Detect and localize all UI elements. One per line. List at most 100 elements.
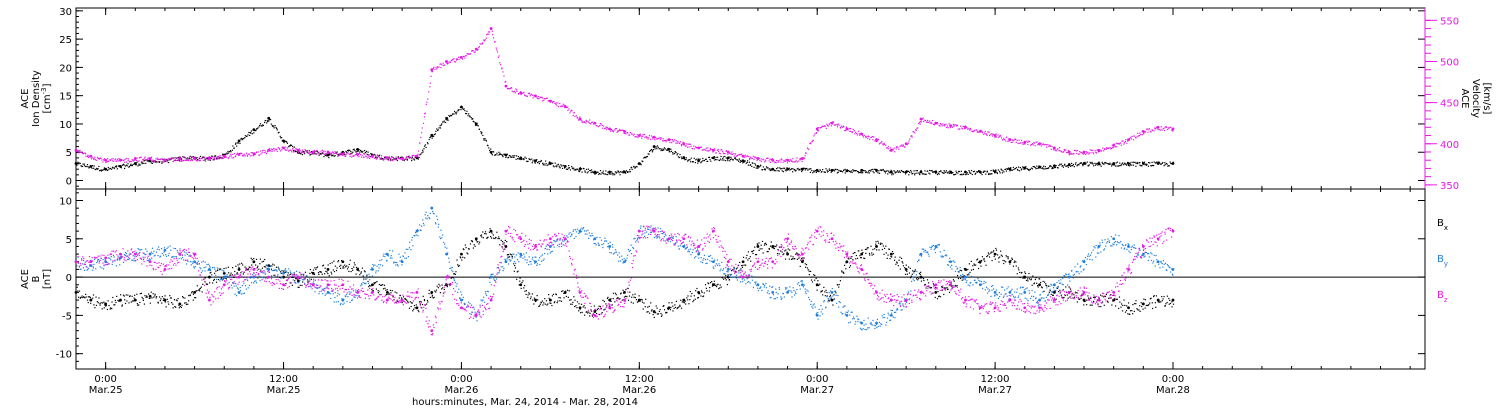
scatter-dot xyxy=(409,156,411,158)
scatter-dot xyxy=(381,158,384,160)
scatter-dot xyxy=(261,152,263,154)
scatter-dot xyxy=(443,121,445,123)
scatter-dot xyxy=(201,157,203,159)
scatter-dot xyxy=(625,170,628,172)
scatter-dot xyxy=(271,148,273,150)
scatter-dot xyxy=(639,134,641,136)
scatter-dot xyxy=(791,161,794,163)
scatter-dot xyxy=(327,287,329,289)
scatter-dot xyxy=(1172,161,1174,163)
scatter-dot xyxy=(955,285,957,287)
scatter-dot xyxy=(735,158,737,160)
scatter-dot xyxy=(934,286,937,288)
scatter-dot xyxy=(341,298,343,300)
scatter-dot xyxy=(660,312,662,315)
scatter-dot xyxy=(396,159,399,162)
scatter-dot xyxy=(274,274,276,276)
scatter-dot xyxy=(1023,275,1025,277)
scatter-dot xyxy=(420,300,422,303)
scatter-dot xyxy=(625,133,627,135)
scatter-dot xyxy=(285,271,287,273)
scatter-dot xyxy=(221,278,223,281)
scatter-dot xyxy=(712,157,714,159)
scatter-dot xyxy=(1038,165,1040,167)
scatter-dot xyxy=(373,283,376,285)
scatter-dot xyxy=(796,168,798,170)
scatter-dot xyxy=(1048,167,1050,169)
scatter-dot xyxy=(700,162,702,164)
scatter-dot xyxy=(138,248,140,251)
scatter-dot xyxy=(1098,297,1100,299)
scatter-dot xyxy=(811,276,813,278)
scatter-dot xyxy=(1081,295,1083,297)
scatter-dot xyxy=(987,131,989,133)
scatter-dot xyxy=(146,295,148,297)
scatter-dot xyxy=(551,304,553,307)
scatter-dot xyxy=(257,265,259,267)
scatter-dot xyxy=(959,128,961,130)
scatter-dot xyxy=(933,124,935,126)
scatter-dot xyxy=(130,301,132,303)
scatter-dot xyxy=(97,259,99,261)
scatter-dot xyxy=(1017,267,1019,269)
scatter-dot xyxy=(863,134,865,136)
scatter-dot xyxy=(1138,309,1140,311)
scatter-dot xyxy=(936,121,939,124)
scatter-dot xyxy=(117,299,119,301)
scatter-dot xyxy=(920,280,923,282)
scatter-dot xyxy=(1083,162,1085,164)
scatter-dot xyxy=(1039,167,1041,169)
scatter-dot xyxy=(666,311,668,314)
scatter-dot xyxy=(537,97,539,100)
scatter-dot xyxy=(636,134,638,136)
scatter-dot xyxy=(250,152,252,154)
scatter-dot xyxy=(916,277,918,279)
scatter-dot xyxy=(630,301,632,303)
scatter-dot xyxy=(262,149,264,151)
scatter-dot xyxy=(900,257,903,260)
scatter-dot xyxy=(941,125,943,127)
scatter-dot xyxy=(210,271,212,273)
scatter-dot xyxy=(963,125,965,128)
scatter-dot xyxy=(927,286,929,288)
scatter-dot xyxy=(1098,161,1100,163)
scatter-dot xyxy=(906,270,908,272)
scatter-dot xyxy=(689,290,691,293)
scatter-dot xyxy=(1081,163,1084,165)
scatter-dot xyxy=(80,165,82,167)
scatter-dot xyxy=(888,248,890,250)
scatter-dot xyxy=(212,276,214,278)
scatter-dot xyxy=(792,168,794,170)
scatter-dot xyxy=(917,279,919,281)
scatter-dot xyxy=(1076,165,1078,167)
scatter-dot xyxy=(276,150,278,152)
scatter-dot xyxy=(857,171,859,173)
scatter-dot xyxy=(1024,166,1026,168)
scatter-dot xyxy=(450,114,452,117)
scatter-dot xyxy=(475,48,477,50)
scatter-dot xyxy=(413,304,416,307)
scatter-dot xyxy=(727,153,729,155)
scatter-dot xyxy=(852,169,854,171)
scatter-dot xyxy=(557,163,559,165)
scatter-dot xyxy=(186,158,188,160)
scatter-dot xyxy=(432,135,434,138)
scatter-dot xyxy=(130,161,132,163)
scatter-dot xyxy=(530,93,533,95)
scatter-dot xyxy=(98,260,100,262)
scatter-dot xyxy=(355,266,358,269)
scatter-dot xyxy=(533,95,535,97)
scatter-dot xyxy=(810,143,812,145)
scatter-dot xyxy=(347,150,349,152)
scatter-dot xyxy=(953,174,955,176)
scatter-dot xyxy=(879,142,881,144)
scatter-dot xyxy=(658,148,660,150)
scatter-dot xyxy=(460,105,463,107)
scatter-dot xyxy=(223,267,225,270)
scatter-dot xyxy=(90,166,93,168)
scatter-dot xyxy=(1138,162,1140,164)
scatter-dot xyxy=(525,293,527,295)
scatter-dot xyxy=(890,148,892,150)
scatter-dot xyxy=(1045,143,1047,146)
scatter-dot xyxy=(116,158,119,160)
